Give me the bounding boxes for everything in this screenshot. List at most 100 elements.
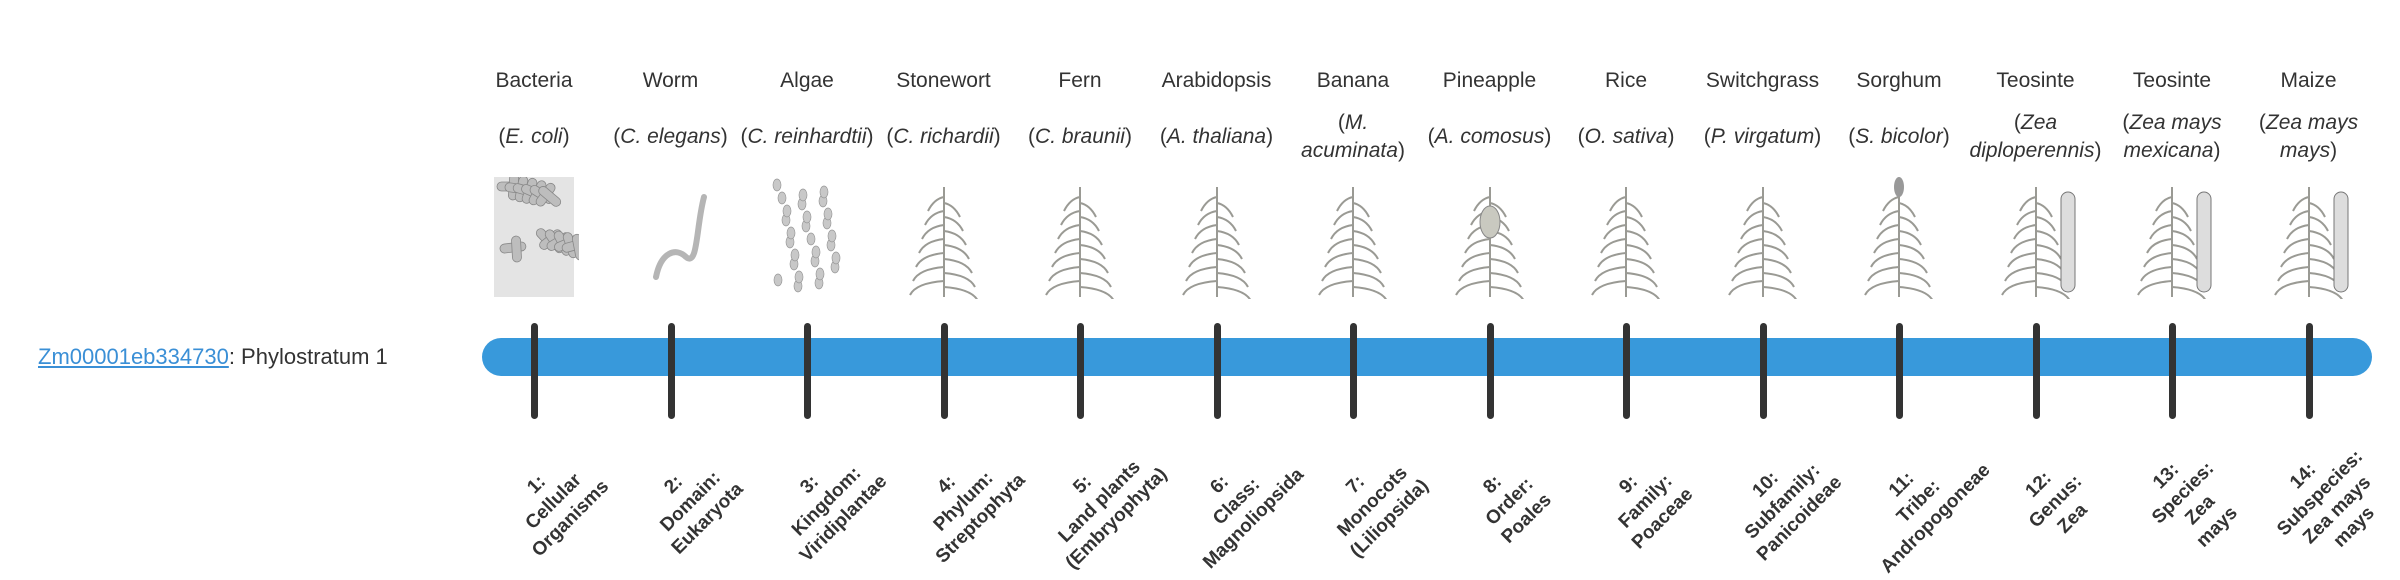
stratum-tick-8[interactable]: [1486, 323, 1494, 419]
stratum-rank-label: 14: Subspecies: Zea mays mays: [2255, 428, 2400, 575]
scientific-name-text: (A. comosus): [1427, 125, 1552, 148]
scientific-name-text: (P. virgatum): [1703, 125, 1822, 148]
scientific-name-label: (A. comosus): [1423, 108, 1557, 166]
rice-icon: [1559, 177, 1693, 299]
scientific-name-text: (Zea mays mays): [2258, 111, 2359, 162]
scientific-name-text: (C. braunii): [1028, 125, 1132, 148]
stratum-rank-label: 11: Tribe: Andropogoneae: [1842, 425, 1996, 579]
common-name-label: Pineapple: [1442, 69, 1537, 92]
scientific-name-italic: Zea mays mays: [2265, 111, 2359, 162]
common-name-label: Switchgrass: [1705, 69, 1820, 92]
stratum-tick-6[interactable]: [1213, 323, 1221, 419]
common-name-label: Fern: [1058, 69, 1102, 92]
stratum-rank-label: 4: Phylum: Streptophyta: [897, 435, 1031, 569]
scientific-name-italic: C. braunii: [1035, 125, 1125, 148]
stratum-rank-label: 7: Monocots (Liliopsida): [1312, 441, 1435, 564]
maize-icon: [2242, 177, 2376, 299]
stratum-tick-12[interactable]: [2032, 323, 2040, 419]
scientific-name-text: (C. elegans): [613, 125, 728, 148]
scientific-name-label: (C. braunii): [1013, 108, 1147, 166]
gene-phylostratum-label: Zm00001eb334730: Phylostratum 1: [38, 342, 388, 372]
stratum-tick-14[interactable]: [2305, 323, 2313, 419]
common-name-label: Worm: [642, 69, 699, 92]
scientific-name-italic: E. coli: [505, 125, 563, 148]
common-name-label: Teosinte: [2132, 69, 2212, 92]
stratum-tick-13[interactable]: [2169, 323, 2176, 419]
stratum-rank-label: 5: Land plants (Embryophyta): [1027, 429, 1173, 575]
scientific-name-text: (C. reinhardtii): [740, 125, 874, 148]
worm-icon: [604, 177, 738, 299]
common-name-label: Sorghum: [1856, 69, 1942, 92]
fern-icon: [1013, 177, 1147, 299]
phylostratum-text: : Phylostratum 1: [228, 344, 388, 369]
scientific-name-italic: A. thaliana: [1166, 125, 1267, 148]
stratum-tick-5[interactable]: [1077, 323, 1084, 419]
common-name-label: Teosinte: [1996, 69, 2075, 92]
scientific-name-label: (C. reinhardtii): [740, 108, 874, 166]
gene-id-link[interactable]: Zm00001eb334730: [38, 344, 229, 369]
scientific-name-text: (C. richardii): [886, 125, 1001, 148]
scientific-name-text: (E. coli): [498, 125, 570, 148]
stratum-rank-label: 6: Class: Magnoliopsida: [1164, 430, 1309, 575]
stratum-tick-7[interactable]: [1350, 323, 1357, 419]
scientific-name-label: (O. sativa): [1559, 108, 1693, 166]
stratum-rank-label: 2: Domain: Eukaryota: [633, 444, 749, 560]
scientific-name-label: (E. coli): [467, 108, 601, 166]
common-name-label: Bacteria: [495, 69, 573, 92]
banana-icon: [1286, 177, 1420, 299]
stratum-rank-label: 3: Kingdom: Viridiplantae: [761, 436, 892, 567]
common-name-label: Rice: [1604, 69, 1647, 92]
stonewort-icon: [877, 177, 1011, 299]
scientific-name-italic: Zea diploperennis: [1969, 111, 2095, 162]
scientific-name-text: (M. acuminata): [1301, 111, 1405, 162]
scientific-name-label: (C. elegans): [604, 108, 738, 166]
scientific-name-label: (P. virgatum): [1696, 108, 1830, 166]
teosinte-icon: [2105, 177, 2239, 299]
stratum-tick-10[interactable]: [1759, 323, 1767, 419]
scientific-name-text: (Zea mays mexicana): [2122, 111, 2222, 162]
bacteria-icon: [467, 177, 601, 299]
common-name-label: Maize: [2280, 69, 2337, 92]
stratum-tick-2[interactable]: [667, 323, 675, 419]
stratum-rank-label: 12: Genus: Zea: [2007, 453, 2104, 550]
stratum-rank-label: 13: Species: Zea mays: [2130, 440, 2253, 563]
switchgrass-icon: [1696, 177, 1830, 299]
teosinte-icon: [1969, 177, 2103, 299]
common-name-label: Algae: [780, 69, 834, 92]
sorghum-icon: [1832, 177, 1966, 299]
scientific-name-label: (S. bicolor): [1832, 108, 1966, 166]
scientific-name-text: (A. thaliana): [1159, 125, 1274, 148]
scientific-name-text: (Zea diploperennis): [1969, 111, 2102, 162]
stratum-rank-label: 10: Subfamily: Panicoideae: [1718, 437, 1847, 566]
stratum-rank-label: 1: Cellular Organisms: [493, 441, 614, 562]
stratum-tick-11[interactable]: [1896, 323, 1903, 419]
scientific-name-italic: O. sativa: [1584, 125, 1668, 148]
scientific-name-label: (A. thaliana): [1150, 108, 1284, 166]
scientific-name-italic: Zea mays mexicana: [2123, 111, 2222, 162]
stratum-tick-3[interactable]: [804, 323, 811, 419]
scientific-name-italic: C. reinhardtii: [747, 125, 867, 148]
algae-icon: [740, 177, 874, 299]
arabidopsis-icon: [1150, 177, 1284, 299]
scientific-name-label: (Zea mays mexicana): [2105, 108, 2239, 166]
scientific-name-text: (S. bicolor): [1848, 125, 1950, 148]
scientific-name-label: (Zea mays mays): [2242, 108, 2376, 166]
scientific-name-label: (M. acuminata): [1286, 108, 1420, 166]
scientific-name-italic: C. elegans: [620, 125, 721, 148]
scientific-name-italic: P. virgatum: [1710, 125, 1815, 148]
stratum-rank-label: 8: Order: Poales: [1462, 455, 1556, 549]
scientific-name-italic: S. bicolor: [1855, 125, 1943, 148]
stratum-tick-4[interactable]: [940, 323, 948, 419]
common-name-label: Stonewort: [896, 69, 991, 92]
scientific-name-text: (O. sativa): [1577, 125, 1675, 148]
scientific-name-label: (Zea diploperennis): [1969, 108, 2103, 166]
scientific-name-label: (C. richardii): [877, 108, 1011, 166]
scientific-name-italic: C. richardii: [893, 125, 994, 148]
common-name-label: Banana: [1316, 69, 1390, 92]
stratum-tick-1[interactable]: [531, 323, 538, 419]
pineapple-icon: [1423, 177, 1557, 299]
phylostratum-timeline-bar: [482, 338, 2372, 376]
stratum-tick-9[interactable]: [1623, 323, 1630, 419]
scientific-name-italic: A. comosus: [1434, 125, 1545, 148]
common-name-label: Arabidopsis: [1161, 69, 1272, 92]
